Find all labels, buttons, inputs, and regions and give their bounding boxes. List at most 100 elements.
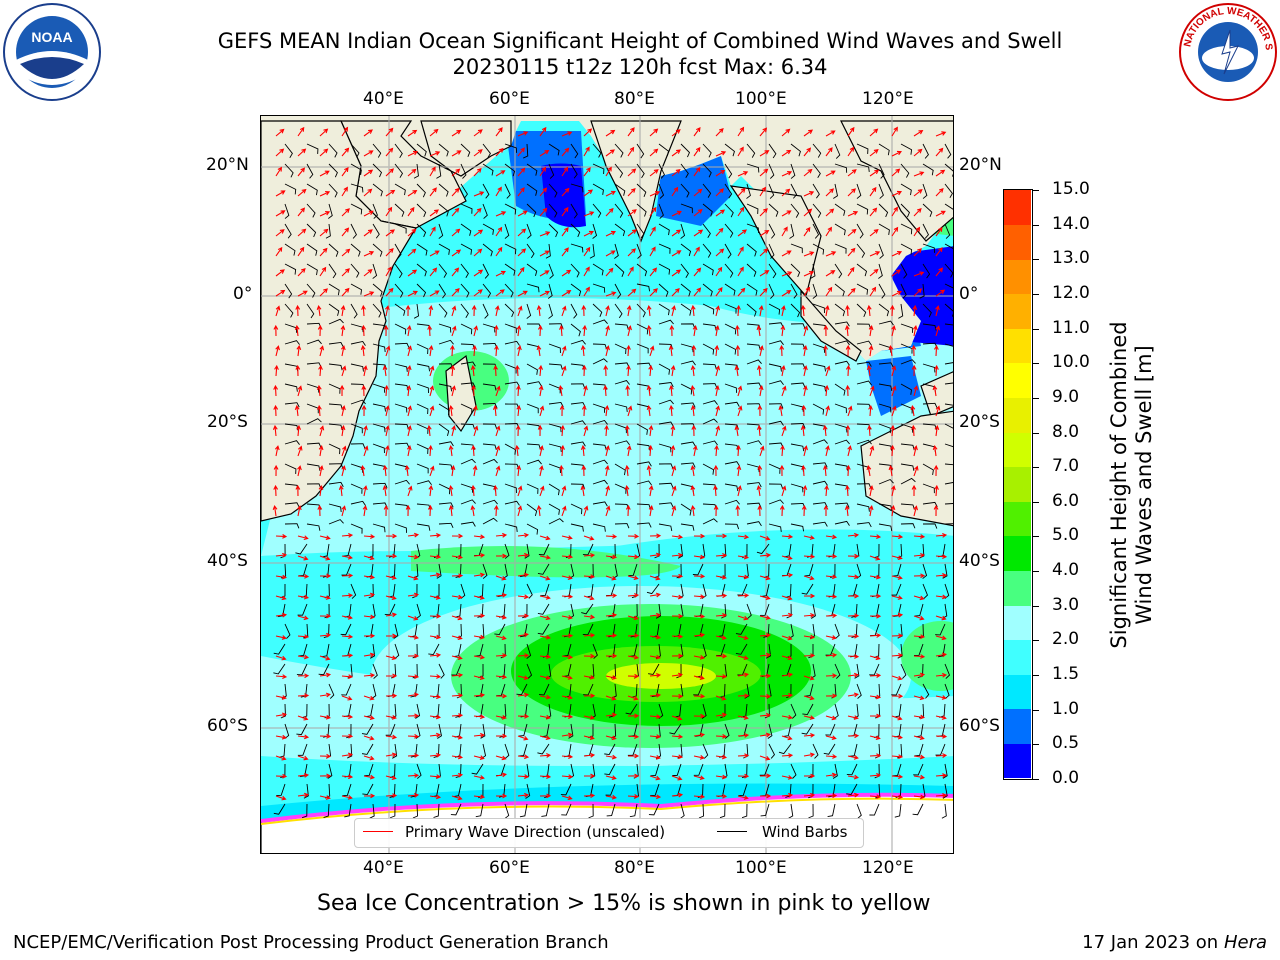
wave-direction-arrow xyxy=(275,190,286,197)
wave-direction-arrow xyxy=(295,304,301,317)
wave-direction-arrow xyxy=(693,794,706,800)
wave-direction-arrow xyxy=(385,752,397,758)
wind-barb xyxy=(394,403,408,413)
wave-direction-arrow xyxy=(495,755,507,761)
wave-direction-arrow xyxy=(407,575,419,581)
wave-direction-arrow xyxy=(385,775,397,781)
wind-barb xyxy=(790,243,803,254)
wave-direction-arrow xyxy=(734,425,740,437)
wave-direction-arrow xyxy=(297,188,307,197)
wave-direction-arrow xyxy=(671,672,684,678)
wave-direction-arrow xyxy=(847,146,855,157)
wind-barb xyxy=(306,303,315,319)
wave-direction-arrow xyxy=(690,464,696,477)
wind-barb xyxy=(416,183,426,198)
wave-direction-arrow xyxy=(759,652,772,658)
wave-direction-arrow xyxy=(493,484,498,497)
wave-direction-arrow xyxy=(297,772,310,778)
wave-direction-arrow xyxy=(275,269,285,277)
wave-direction-arrow xyxy=(737,229,747,237)
wave-direction-arrow xyxy=(429,209,439,217)
wave-direction-arrow xyxy=(913,445,918,457)
wind-barb xyxy=(812,462,828,468)
wind-barb xyxy=(350,583,357,599)
wave-direction-arrow xyxy=(539,615,551,621)
wave-direction-arrow xyxy=(626,305,632,317)
wave-direction-arrow xyxy=(625,504,631,517)
wind-barb xyxy=(680,523,695,531)
colorbar-tick-label: 4.0 xyxy=(1052,560,1080,581)
wave-direction-arrow xyxy=(933,464,939,477)
wave-direction-arrow xyxy=(604,465,610,477)
wave-direction-arrow xyxy=(847,613,860,619)
wave-direction-arrow xyxy=(781,595,793,601)
wind-barb xyxy=(372,143,382,158)
wave-direction-arrow xyxy=(627,127,635,137)
wave-direction-arrow xyxy=(603,364,609,377)
wind-barb xyxy=(922,223,929,239)
wind-barb xyxy=(350,223,357,239)
wave-direction-arrow xyxy=(339,384,345,397)
wave-direction-arrow xyxy=(781,485,787,497)
wave-direction-arrow xyxy=(341,634,354,640)
wave-direction-arrow xyxy=(626,344,631,357)
wave-direction-arrow xyxy=(802,345,808,357)
wave-direction-arrow xyxy=(560,444,565,457)
wave-direction-arrow xyxy=(935,793,948,798)
wave-direction-arrow xyxy=(671,613,684,619)
wave-direction-arrow xyxy=(383,324,389,337)
wave-direction-arrow xyxy=(891,365,897,377)
wind-barb xyxy=(702,163,712,178)
wave-direction-arrow xyxy=(517,187,525,197)
wave-direction-arrow xyxy=(935,715,947,720)
wind-barb xyxy=(350,243,361,257)
wave-direction-arrow xyxy=(385,147,394,157)
wave-direction-arrow xyxy=(825,405,830,417)
wave-direction-arrow xyxy=(495,635,507,641)
wave-direction-arrow xyxy=(517,345,522,357)
wind-barb xyxy=(636,443,651,451)
wave-direction-arrow xyxy=(822,464,828,477)
wave-direction-arrow xyxy=(341,268,350,277)
wind-barb xyxy=(944,403,953,406)
wave-direction-arrow xyxy=(715,425,721,437)
wave-direction-arrow xyxy=(429,365,435,377)
wind-barb xyxy=(692,563,704,576)
wind-barb xyxy=(922,501,938,507)
wave-direction-arrow xyxy=(737,266,744,277)
colorbar-tick-label: 8.0 xyxy=(1052,421,1080,442)
wave-direction-arrow xyxy=(604,404,610,417)
wave-direction-arrow xyxy=(517,572,530,578)
wind-barb xyxy=(394,523,407,533)
wave-direction-arrow xyxy=(517,675,529,680)
wind-barb xyxy=(548,183,558,198)
wind-barb xyxy=(301,803,308,819)
map-title: GEFS MEAN Indian Ocean Significant Heigh… xyxy=(217,29,1063,53)
wave-direction-arrow xyxy=(583,167,591,177)
wave-direction-arrow xyxy=(340,304,346,317)
wave-direction-arrow xyxy=(714,385,720,397)
wind-barb xyxy=(702,463,715,475)
wind-barb xyxy=(856,323,872,330)
wind-barb xyxy=(416,283,427,298)
wind-barb xyxy=(438,423,450,436)
wind-barb xyxy=(790,763,797,779)
wave-direction-arrow xyxy=(715,793,728,799)
wave-direction-arrow xyxy=(715,754,728,760)
wind-barb xyxy=(372,263,378,279)
wave-direction-arrow xyxy=(517,210,528,217)
wave-direction-arrow xyxy=(407,228,417,237)
wind-barb xyxy=(273,803,286,815)
wind-barb xyxy=(767,723,773,739)
wave-direction-arrow xyxy=(517,653,530,658)
wave-direction-arrow xyxy=(275,574,288,580)
wave-direction-arrow xyxy=(847,266,855,277)
wave-direction-arrow xyxy=(913,385,919,397)
wave-direction-arrow xyxy=(581,304,587,317)
wind-barb xyxy=(614,163,624,178)
wave-direction-arrow xyxy=(935,247,943,257)
wave-direction-arrow xyxy=(715,733,728,739)
wind-barb xyxy=(900,477,916,485)
wave-direction-arrow xyxy=(649,634,661,640)
wind-barb xyxy=(834,463,849,471)
